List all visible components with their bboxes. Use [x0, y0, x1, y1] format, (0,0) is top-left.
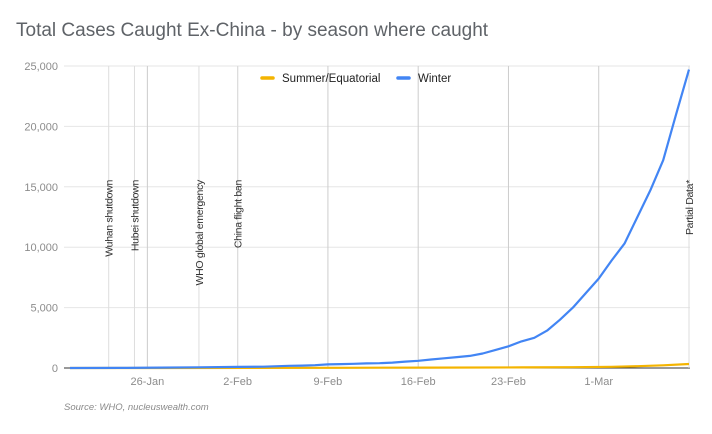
annotation-label: WHO global emergency	[194, 179, 206, 286]
x-tick-label: 1-Mar	[584, 376, 613, 388]
y-tick-label: 20,000	[24, 121, 58, 133]
annotation-label: Partial Data*	[684, 180, 696, 235]
annotation-label: China flight ban	[233, 180, 245, 249]
annotation-label: Wuhan shutdown	[104, 180, 116, 257]
y-tick-label: 5,000	[30, 303, 58, 315]
x-tick-label: 16-Feb	[401, 376, 436, 388]
source-note: Source: WHO, nucleuswealth.com	[64, 402, 209, 413]
annotation-label: Hubei shutdown	[129, 180, 141, 252]
chart-title: Total Cases Caught Ex-China - by season …	[16, 20, 489, 41]
series-line-winter	[69, 69, 691, 370]
x-tick-label: 9-Feb	[314, 376, 343, 388]
y-tick-label: 25,000	[24, 61, 58, 73]
legend-label: Winter	[418, 73, 451, 85]
x-tick-label: 23-Feb	[491, 376, 526, 388]
y-tick-label: 10,000	[24, 242, 58, 254]
y-tick-label: 15,000	[24, 182, 58, 194]
legend-label: Summer/Equatorial	[282, 73, 380, 85]
x-tick-label: 26-Jan	[131, 376, 165, 388]
x-tick-label: 2-Feb	[223, 376, 252, 388]
y-tick-label: 0	[52, 363, 58, 375]
